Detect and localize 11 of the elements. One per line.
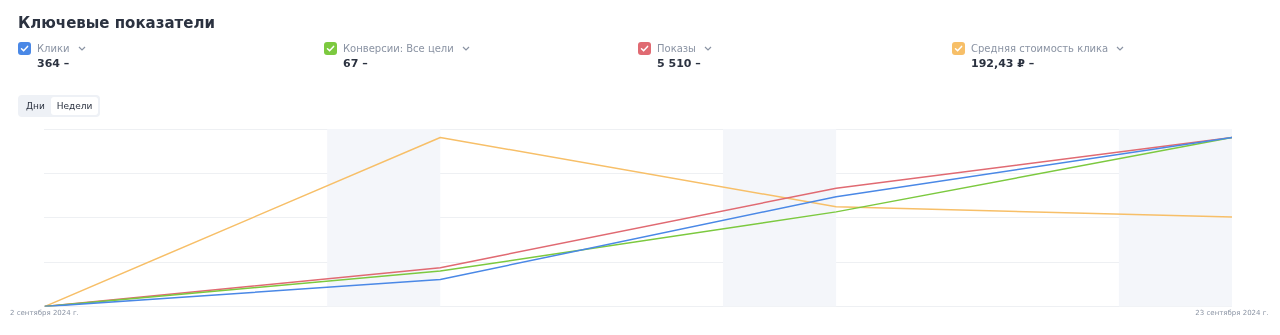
legend-label: Клики (37, 42, 70, 54)
text: 67 – (342, 57, 369, 70)
chart-title: Ключевые показатели (17, 13, 216, 34)
text: 5 510 – (656, 57, 702, 70)
text: Недели (50, 97, 99, 115)
legend-label: Конверсии: Все цели (343, 42, 454, 54)
text: 192,43 ₽ – (970, 57, 1036, 70)
text: 364 – (36, 57, 71, 70)
text: Дни (25, 100, 46, 113)
legend-label: Средняя стоимость клика (971, 42, 1109, 54)
legend-label: Показы (657, 42, 697, 54)
